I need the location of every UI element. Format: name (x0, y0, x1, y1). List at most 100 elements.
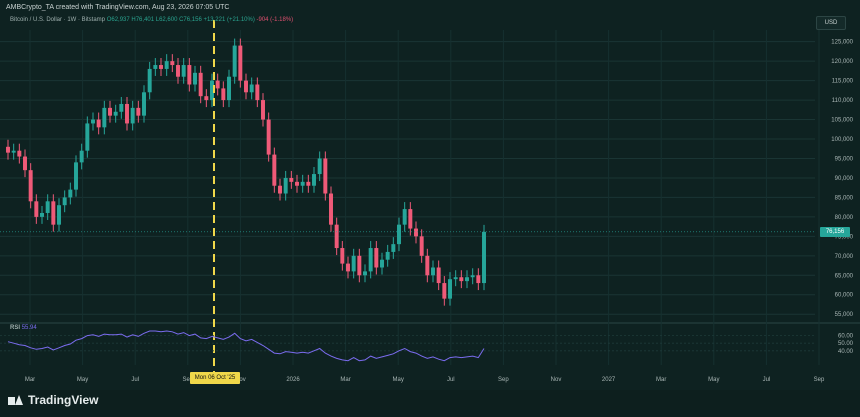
y-tick-label: 60,000 (835, 293, 854, 299)
y-tick-label: 100,000 (831, 137, 853, 143)
y-tick-label: 85,000 (835, 195, 854, 201)
y-tick-label: 105,000 (831, 118, 853, 124)
candle (28, 170, 33, 202)
change-value: -904 (-1.18%) (256, 17, 294, 23)
candle (249, 84, 254, 93)
x-tick-label: 2027 (602, 377, 616, 383)
chart-header: AMBCrypto_TA created with TradingView.co… (6, 4, 230, 11)
candle (23, 156, 27, 171)
candle (408, 209, 413, 229)
candle (74, 162, 78, 190)
candle (442, 283, 447, 299)
footer (0, 390, 860, 417)
candle (193, 72, 197, 85)
candle (227, 76, 231, 101)
y-tick-label: 115,000 (832, 79, 854, 85)
y-tick-label: 125,000 (831, 40, 853, 46)
currency-button[interactable]: USD (816, 16, 846, 30)
candle (238, 45, 243, 81)
candle (79, 150, 84, 163)
symbol-name: Bitcoin / U.S. Dollar · 1W · Bitstamp (10, 17, 106, 23)
candle (476, 275, 481, 284)
candle (453, 277, 458, 280)
candle (329, 193, 333, 225)
x-tick-label: Mar (340, 377, 350, 383)
candle (465, 277, 469, 282)
candle (176, 65, 180, 77)
symbol-legend: Bitcoin / U.S. Dollar · 1W · Bitstamp O6… (10, 17, 293, 23)
candle (402, 209, 407, 225)
candle (470, 275, 475, 278)
candle (125, 103, 129, 124)
candle (351, 255, 356, 272)
candle (391, 244, 396, 252)
candle (374, 248, 379, 268)
candle (272, 154, 277, 186)
candle (187, 65, 192, 85)
x-tick-label: Sep (182, 377, 193, 383)
rsi-tick-label: 60.00 (838, 334, 854, 340)
candle (102, 107, 107, 128)
candle (198, 72, 203, 97)
candle (448, 279, 452, 299)
ohlc-values: O62,937 H76,401 L62,600 C76,156 +13,221 … (106, 17, 255, 23)
candle (368, 248, 373, 272)
candle (204, 96, 209, 101)
candle (419, 236, 424, 256)
candle (40, 212, 44, 217)
tradingview-brand[interactable]: TradingView (8, 393, 98, 407)
candle (6, 146, 10, 153)
candle (57, 205, 61, 225)
y-tick-label: 120,000 (831, 59, 853, 65)
candle (306, 181, 311, 186)
candle (221, 88, 226, 101)
candle (340, 248, 345, 264)
candle (153, 65, 158, 69)
candle (34, 201, 39, 217)
chart-area[interactable]: 55,000 60,000 65,000 70,000 75,000 80,000 85,0… (0, 0, 860, 390)
candle (108, 107, 112, 116)
candle (459, 277, 464, 282)
crosshair-date-label: Mon 06 Oct '25 (190, 372, 240, 384)
rsi-value: 55.94 (21, 325, 37, 331)
x-tick-label: May (393, 377, 404, 383)
candle (266, 119, 271, 155)
candle (397, 224, 401, 245)
candle (136, 107, 141, 116)
candle (210, 80, 214, 101)
candle (357, 255, 362, 276)
x-tick-label: Sep (498, 377, 509, 383)
candle (164, 61, 169, 69)
candle (436, 267, 441, 284)
candle (346, 263, 350, 272)
candle (11, 150, 16, 153)
x-tick-label: Jul (763, 377, 771, 383)
candle (113, 111, 118, 116)
candle (312, 174, 316, 186)
candle (334, 224, 339, 249)
candle (142, 92, 146, 116)
candle (85, 123, 90, 151)
candle (159, 65, 163, 69)
brand-name: TradingView (28, 393, 99, 407)
candle (414, 228, 418, 237)
rsi-tick-label: 40.00 (838, 349, 854, 355)
x-tick-label: Jul (131, 377, 139, 383)
candle (482, 231, 486, 284)
x-tick-label: Nov (235, 377, 246, 383)
price-chart[interactable]: 55,000 60,000 65,000 70,000 75,000 80,000 85,0… (0, 0, 860, 390)
candle (380, 259, 384, 268)
x-tick-label: 2026 (286, 377, 300, 383)
y-tick-label: 55,000 (835, 312, 854, 318)
candle (62, 197, 67, 206)
candle (431, 267, 435, 276)
candle (45, 201, 50, 213)
x-tick-label: May (708, 377, 719, 383)
candle (323, 158, 328, 194)
y-tick-label: 95,000 (835, 156, 854, 162)
candle (283, 177, 288, 194)
candle (130, 107, 135, 124)
tradingview-logo-icon (8, 395, 24, 405)
rsi-tick-label: 50.00 (838, 341, 854, 347)
x-tick-label: Jul (447, 377, 455, 383)
